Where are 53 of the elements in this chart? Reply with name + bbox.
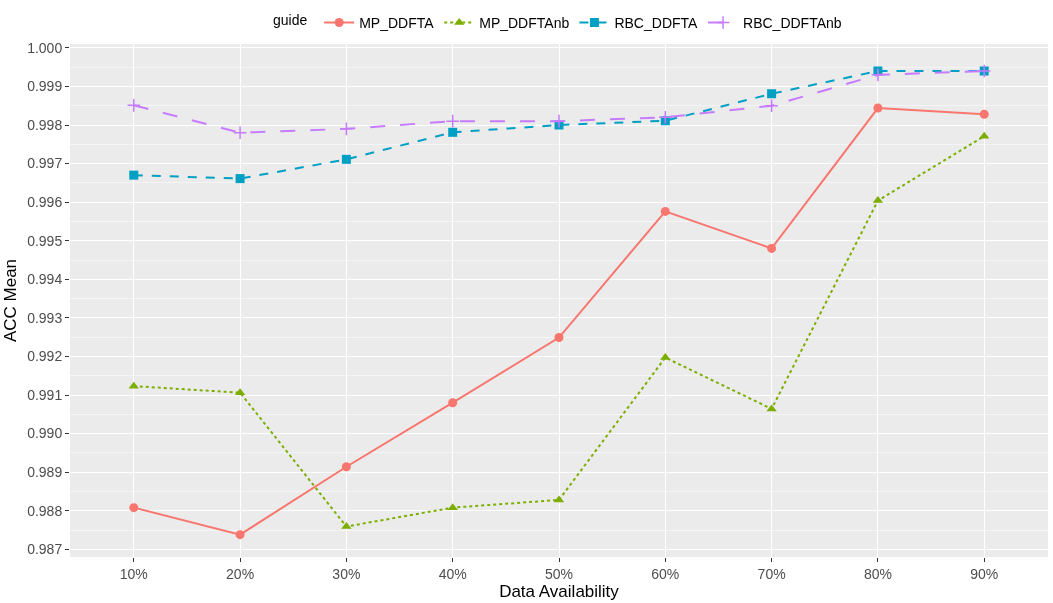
y-tick-label: 0.996 (27, 194, 63, 211)
point (235, 174, 245, 184)
point (341, 154, 351, 164)
x-tick-label: 10% (119, 565, 148, 582)
y-tick-label: 0.991 (27, 386, 63, 403)
y-tick-label: 0.998 (27, 116, 63, 133)
point (341, 462, 351, 472)
point (979, 109, 989, 119)
y-tick-label: 0.987 (27, 541, 63, 558)
point (126, 98, 141, 113)
point (554, 333, 564, 343)
point (129, 170, 139, 180)
legend-label: RBC_DDFTAnb (743, 14, 842, 31)
y-tick-label: 1.000 (27, 39, 63, 56)
y-tick-label: 0.994 (27, 271, 63, 288)
point (873, 103, 883, 113)
point (658, 110, 673, 125)
y-tick-label: 0.990 (27, 425, 63, 442)
point (551, 114, 567, 129)
y-tick-label: 0.999 (27, 78, 63, 95)
point (764, 98, 779, 113)
point (233, 125, 248, 140)
point (445, 114, 460, 129)
point (660, 206, 670, 216)
y-tick-label: 0.997 (27, 155, 63, 172)
point (766, 404, 777, 412)
x-tick-label: 60% (651, 565, 680, 582)
y-tick-label: 0.989 (27, 464, 63, 481)
legend-label: MP_DDFTAnb (479, 14, 570, 31)
x-tick-label: 80% (863, 565, 892, 582)
x-tick-label: 90% (970, 565, 999, 582)
point (767, 243, 777, 253)
point (448, 127, 458, 137)
legend-label: RBC_DDFTA (614, 14, 699, 31)
y-axis-title: ACC Mean (0, 258, 20, 343)
point (339, 121, 354, 136)
y-tick-label: 0.988 (27, 502, 63, 519)
point (870, 67, 885, 82)
x-tick-label: 70% (757, 565, 786, 582)
point (235, 530, 245, 540)
y-tick-label: 0.992 (27, 348, 63, 365)
x-tick-label: 40% (438, 565, 467, 582)
y-tick-label: 0.993 (27, 309, 63, 326)
y-tick-label: 0.995 (27, 232, 63, 249)
x-tick-label: 50% (544, 565, 574, 582)
x-tick-label: 20% (226, 565, 255, 582)
x-axis-title: Data Availability (499, 582, 620, 602)
point (448, 398, 458, 408)
x-tick-label: 30% (332, 565, 361, 582)
point (129, 503, 139, 513)
legend-title: guide (273, 12, 312, 29)
point (767, 89, 777, 99)
legend-label: MP_DDFTA (359, 14, 435, 31)
